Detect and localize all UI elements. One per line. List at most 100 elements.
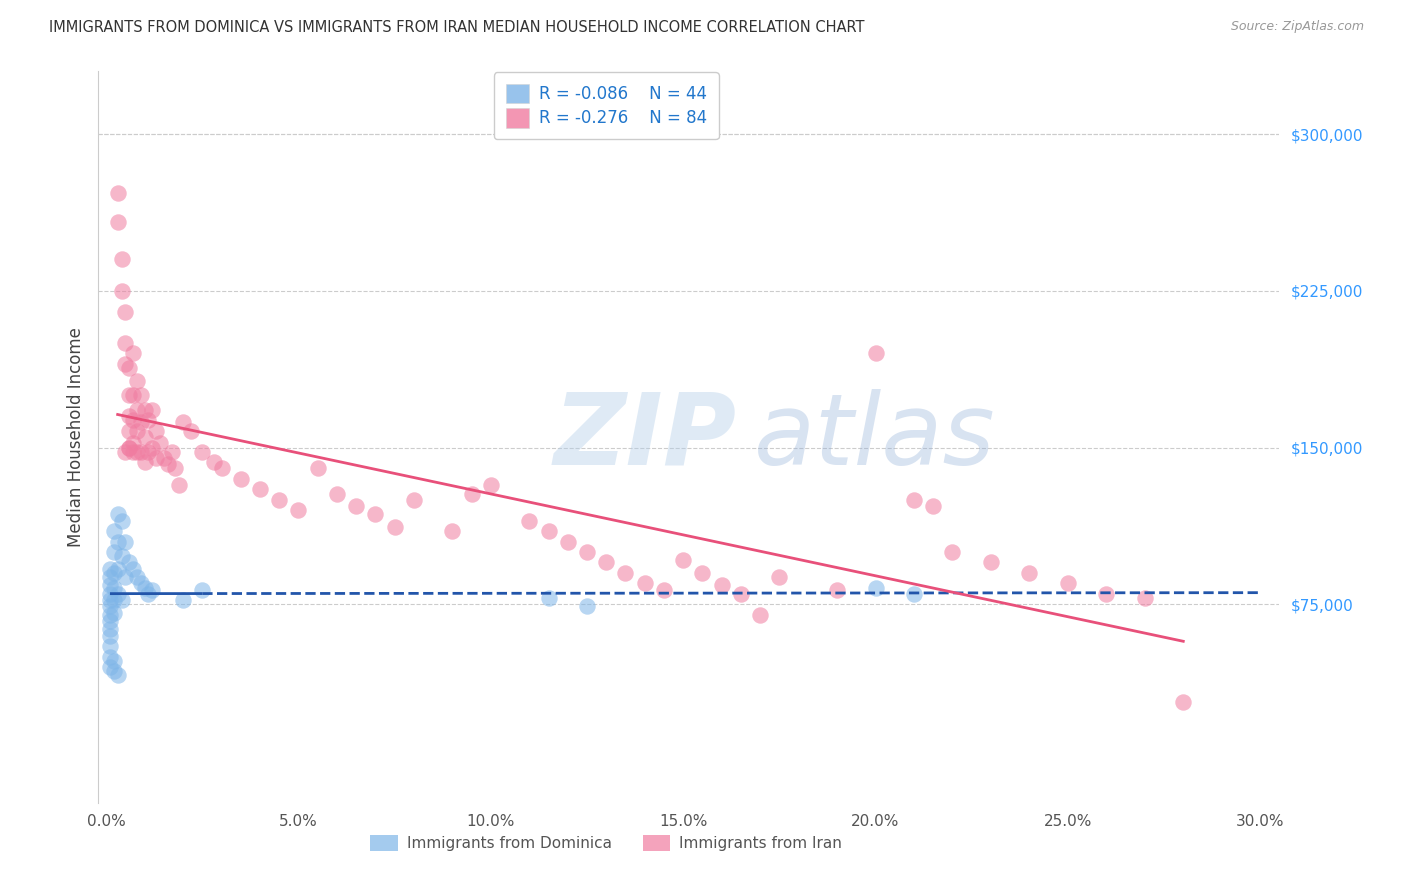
Point [145, 424, 167, 438]
Point [614, 566, 637, 580]
Point [122, 413, 145, 427]
Point [825, 582, 848, 597]
Point [1057, 576, 1080, 591]
Point [138, 413, 160, 427]
Point [634, 576, 657, 591]
Point [107, 587, 129, 601]
Point [118, 441, 141, 455]
Point [172, 593, 194, 607]
Point [114, 570, 136, 584]
Point [98, 570, 121, 584]
Point [110, 593, 132, 607]
Point [134, 430, 156, 444]
Point [141, 403, 163, 417]
Point [114, 336, 136, 351]
Point [114, 357, 136, 371]
Point [595, 556, 617, 570]
Point [692, 566, 714, 580]
Point [141, 582, 163, 597]
Text: atlas: atlas [754, 389, 995, 485]
Point [98, 578, 121, 592]
Point [122, 562, 145, 576]
Point [129, 416, 152, 430]
Point [110, 252, 132, 267]
Point [672, 553, 695, 567]
Point [229, 472, 252, 486]
Point [110, 514, 132, 528]
Point [134, 455, 156, 469]
Point [98, 614, 121, 628]
Point [110, 284, 132, 298]
Point [865, 581, 887, 595]
Point [107, 562, 129, 576]
Point [98, 639, 121, 653]
Point [103, 606, 125, 620]
Point [922, 499, 945, 513]
Point [384, 520, 406, 534]
Point [287, 503, 309, 517]
Point [517, 514, 540, 528]
Point [941, 545, 963, 559]
Point [1095, 587, 1118, 601]
Point [575, 599, 598, 614]
Point [156, 457, 179, 471]
Text: ZIP: ZIP [553, 389, 737, 485]
Point [710, 578, 733, 592]
Point [307, 461, 329, 475]
Point [326, 486, 349, 500]
Point [180, 424, 202, 438]
Point [125, 374, 148, 388]
Point [652, 582, 675, 597]
Point [103, 545, 125, 559]
Point [153, 450, 176, 465]
Y-axis label: Median Household Income: Median Household Income [66, 327, 84, 547]
Point [1173, 696, 1195, 710]
Point [129, 444, 152, 458]
Point [134, 581, 156, 595]
Point [269, 492, 291, 507]
Point [138, 587, 160, 601]
Point [749, 607, 772, 622]
Point [402, 492, 425, 507]
Point [730, 587, 752, 601]
Point [125, 424, 148, 438]
Point [107, 668, 129, 682]
Point [98, 562, 121, 576]
Point [129, 576, 152, 591]
Point [107, 215, 129, 229]
Point [479, 478, 502, 492]
Point [118, 441, 141, 455]
Point [149, 436, 172, 450]
Point [110, 549, 132, 564]
Point [768, 570, 790, 584]
Point [865, 346, 887, 360]
Point [191, 582, 214, 597]
Point [172, 416, 194, 430]
Point [125, 403, 148, 417]
Point [118, 361, 141, 376]
Point [903, 492, 925, 507]
Point [211, 461, 233, 475]
Point [98, 629, 121, 643]
Point [122, 346, 145, 360]
Point [98, 587, 121, 601]
Point [165, 461, 187, 475]
Point [125, 444, 148, 458]
Point [107, 508, 129, 522]
Point [98, 623, 121, 637]
Point [118, 424, 141, 438]
Point [118, 388, 141, 402]
Point [537, 591, 560, 605]
Point [134, 403, 156, 417]
Point [1018, 566, 1040, 580]
Point [141, 441, 163, 455]
Point [129, 388, 152, 402]
Point [114, 444, 136, 458]
Point [557, 534, 579, 549]
Point [980, 556, 1002, 570]
Point [98, 660, 121, 674]
Point [118, 556, 141, 570]
Point [191, 444, 214, 458]
Point [122, 436, 145, 450]
Point [1133, 591, 1156, 605]
